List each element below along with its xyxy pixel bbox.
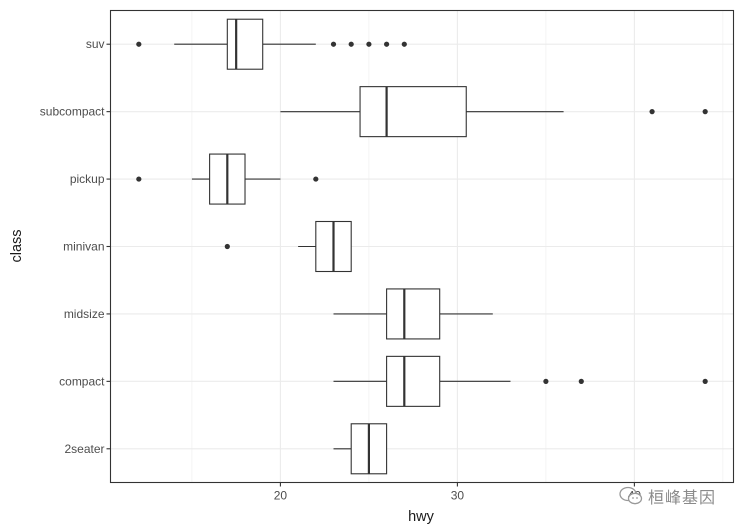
outlier-point: [649, 109, 655, 115]
grid-major: [110, 10, 734, 483]
outlier-point: [702, 378, 708, 384]
x-tick-label: 20: [274, 489, 288, 503]
y-tick-label: suv: [86, 37, 105, 51]
box-pickup: [136, 153, 319, 205]
outlier-point: [578, 378, 584, 384]
outlier-point: [543, 378, 549, 384]
watermark-text: 桓峰基因: [648, 490, 717, 507]
y-tick-label: midsize: [64, 307, 105, 321]
wechat-icon: [619, 486, 643, 505]
outlier-point: [401, 41, 407, 47]
outlier-point: [702, 109, 708, 115]
x-axis: 203040: [274, 482, 641, 503]
y-tick-label: 2seater: [64, 442, 104, 456]
box-iqr: [359, 86, 467, 138]
box-iqr: [226, 18, 264, 70]
x-axis-title: hwy: [408, 509, 435, 525]
outlier-point: [366, 41, 372, 47]
box-iqr: [386, 355, 441, 407]
outlier-point: [330, 41, 337, 47]
y-tick-label: minivan: [63, 240, 104, 254]
box-compact: [333, 355, 708, 407]
box-subcompact: [280, 86, 708, 138]
box-midsize: [333, 288, 493, 340]
x-tick-label: 30: [451, 489, 465, 503]
y-tick-label: compact: [59, 374, 105, 388]
y-axis: 2seater compact midsize minivan pickup subcom…: [40, 37, 111, 456]
outlier-point: [224, 243, 230, 250]
outlier-point: [384, 41, 390, 47]
boxes: [136, 18, 708, 475]
box-minivan: [224, 220, 352, 273]
outlier-point: [348, 41, 354, 47]
y-axis-title: class: [9, 229, 25, 262]
outlier-point: [136, 176, 142, 182]
outlier-point: [313, 176, 319, 182]
y-tick-label: pickup: [70, 172, 105, 186]
watermark: 桓峰基因: [618, 484, 716, 508]
outlier-point: [136, 41, 142, 47]
y-tick-label: subcompact: [40, 105, 105, 119]
box-suv: [136, 18, 407, 70]
box-iqr: [386, 288, 441, 340]
box-2seater: [333, 423, 388, 475]
